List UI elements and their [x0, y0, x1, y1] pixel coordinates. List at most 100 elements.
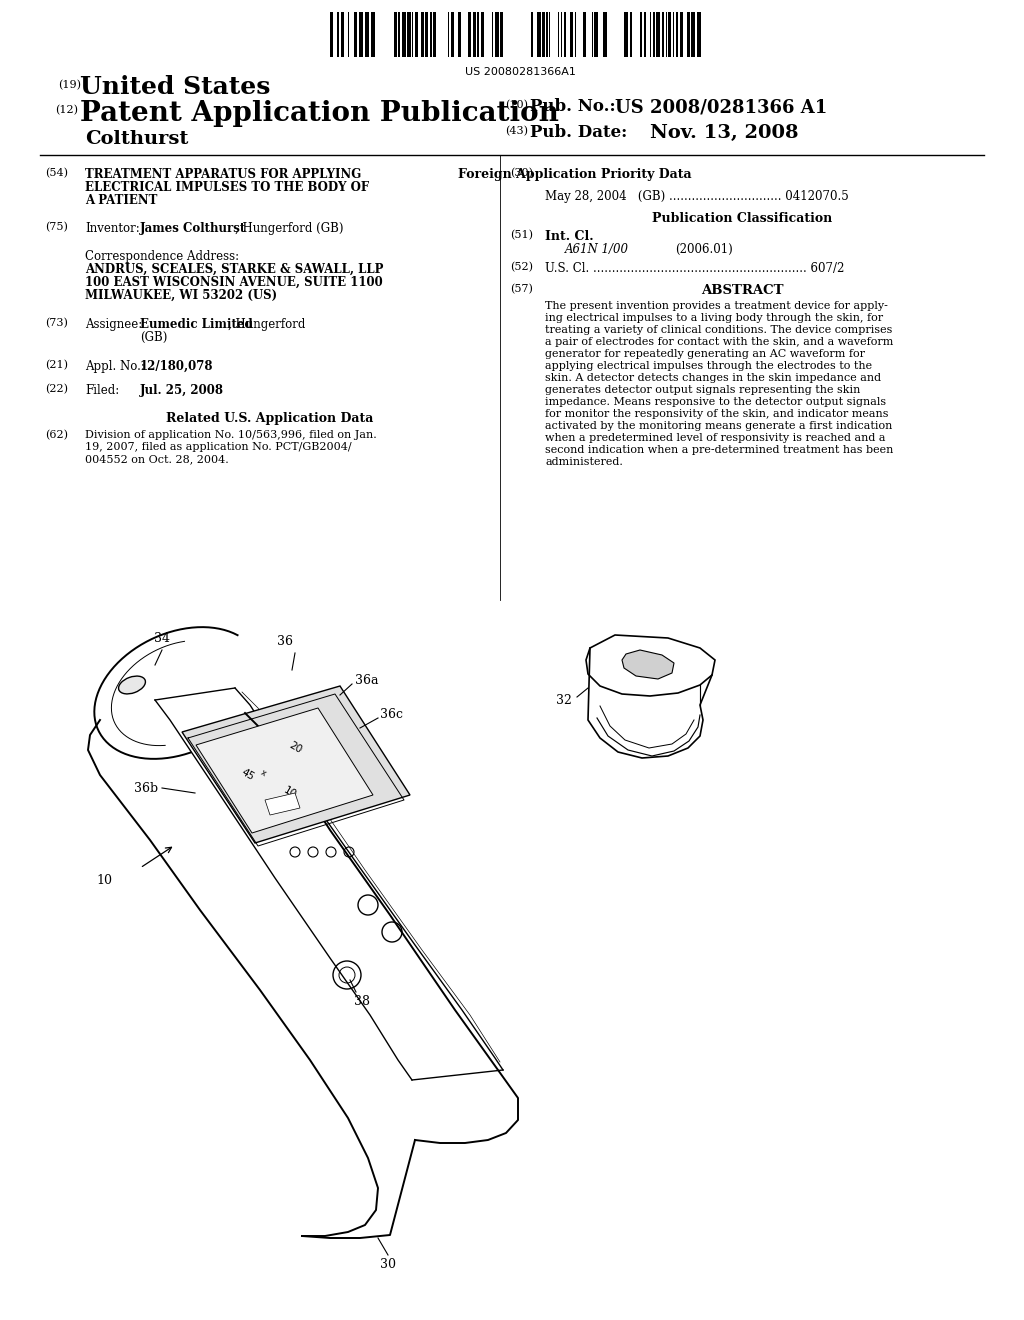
Bar	[537, 12, 541, 57]
Text: ABSTRACT: ABSTRACT	[700, 284, 783, 297]
Text: A PATIENT: A PATIENT	[85, 194, 158, 207]
Text: 004552 on Oct. 28, 2004.: 004552 on Oct. 28, 2004.	[85, 454, 228, 465]
Bar	[656, 12, 660, 57]
Bar	[341, 12, 344, 57]
Text: (19): (19)	[58, 81, 81, 90]
Text: impedance. Means responsive to the detector output signals: impedance. Means responsive to the detec…	[545, 397, 886, 407]
Bar	[603, 12, 607, 57]
Ellipse shape	[119, 676, 145, 694]
Text: A61N 1/00: A61N 1/00	[565, 243, 629, 256]
Text: activated by the monitoring means generate a first indication: activated by the monitoring means genera…	[545, 421, 892, 432]
Text: Filed:: Filed:	[85, 384, 119, 397]
Text: United States: United States	[80, 75, 270, 99]
Text: Assignee:: Assignee:	[85, 318, 142, 331]
Text: for monitor the responsivity of the skin, and indicator means: for monitor the responsivity of the skin…	[545, 409, 889, 418]
Bar	[495, 12, 499, 57]
Polygon shape	[196, 708, 373, 833]
Text: ANDRUS, SCEALES, STARKE & SAWALL, LLP: ANDRUS, SCEALES, STARKE & SAWALL, LLP	[85, 263, 383, 276]
Text: TREATMENT APPARATUS FOR APPLYING: TREATMENT APPARATUS FOR APPLYING	[85, 168, 361, 181]
Text: 45: 45	[240, 767, 256, 783]
Text: (22): (22)	[45, 384, 68, 395]
Bar	[468, 12, 471, 57]
Text: (GB): (GB)	[140, 331, 167, 345]
Text: The present invention provides a treatment device for apply-: The present invention provides a treatme…	[545, 301, 888, 312]
Bar	[354, 12, 357, 57]
Text: Int. Cl.: Int. Cl.	[545, 230, 594, 243]
Text: (62): (62)	[45, 430, 68, 441]
Text: Foreign Application Priority Data: Foreign Application Priority Data	[458, 168, 692, 181]
Bar	[640, 12, 642, 57]
Text: x: x	[259, 768, 267, 779]
Bar	[697, 12, 701, 57]
Text: 19, 2007, filed as application No. PCT/GB2004/: 19, 2007, filed as application No. PCT/G…	[85, 442, 351, 451]
Bar	[542, 12, 545, 57]
Text: Related U.S. Application Data: Related U.S. Application Data	[166, 412, 374, 425]
Text: James Colthurst: James Colthurst	[140, 222, 246, 235]
Text: 12/180,078: 12/180,078	[140, 360, 213, 374]
Bar	[546, 12, 548, 57]
Text: (10): (10)	[505, 100, 528, 111]
Text: , Hungerford (GB): , Hungerford (GB)	[234, 222, 343, 235]
Text: (52): (52)	[510, 261, 534, 272]
Bar	[359, 12, 362, 57]
Text: applying electrical impulses through the electrodes to the: applying electrical impulses through the…	[545, 360, 872, 371]
Text: Publication Classification: Publication Classification	[652, 213, 833, 224]
Text: Pub. Date:: Pub. Date:	[530, 124, 628, 141]
Bar	[458, 12, 461, 57]
Bar	[425, 12, 428, 57]
Text: May 28, 2004   (GB) .............................. 0412070.5: May 28, 2004 (GB) ......................…	[545, 190, 849, 203]
Bar	[330, 12, 333, 57]
Text: administered.: administered.	[545, 457, 623, 467]
Bar	[473, 12, 476, 57]
Text: a pair of electrodes for contact with the skin, and a waveform: a pair of electrodes for contact with th…	[545, 337, 893, 347]
Text: Inventor:: Inventor:	[85, 222, 139, 235]
Bar	[564, 12, 566, 57]
Polygon shape	[265, 793, 300, 814]
Text: 100 EAST WISCONSIN AVENUE, SUITE 1100: 100 EAST WISCONSIN AVENUE, SUITE 1100	[85, 276, 383, 289]
Text: 30: 30	[380, 1258, 396, 1271]
Text: 34: 34	[154, 632, 170, 645]
Bar	[421, 12, 424, 57]
Bar	[415, 12, 418, 57]
Bar	[687, 12, 690, 57]
Text: (2006.01): (2006.01)	[675, 243, 733, 256]
Text: (30): (30)	[510, 168, 534, 178]
Text: Eumedic Limited: Eumedic Limited	[140, 318, 253, 331]
Bar	[691, 12, 695, 57]
Text: 36a: 36a	[355, 673, 379, 686]
Bar	[365, 12, 369, 57]
Text: 36b: 36b	[134, 781, 158, 795]
Bar	[451, 12, 454, 57]
Text: 36: 36	[278, 635, 293, 648]
Polygon shape	[586, 635, 715, 696]
Text: Correspondence Address:: Correspondence Address:	[85, 249, 240, 263]
Text: (75): (75)	[45, 222, 68, 232]
Bar	[676, 12, 678, 57]
Bar	[583, 12, 586, 57]
Text: (43): (43)	[505, 125, 528, 136]
Text: ing electrical impulses to a living body through the skin, for: ing electrical impulses to a living body…	[545, 313, 883, 323]
Bar	[624, 12, 628, 57]
Bar	[594, 12, 598, 57]
Bar	[500, 12, 503, 57]
Text: skin. A detector detects changes in the skin impedance and: skin. A detector detects changes in the …	[545, 374, 881, 383]
Text: when a predetermined level of responsivity is reached and a: when a predetermined level of responsivi…	[545, 433, 886, 444]
Bar	[668, 12, 671, 57]
Text: ELECTRICAL IMPULSES TO THE BODY OF: ELECTRICAL IMPULSES TO THE BODY OF	[85, 181, 369, 194]
Text: 10: 10	[282, 785, 298, 801]
Text: US 20080281366A1: US 20080281366A1	[465, 67, 575, 77]
Bar	[662, 12, 664, 57]
Text: US 2008/0281366 A1: US 2008/0281366 A1	[615, 98, 827, 116]
Text: generator for repeatedly generating an AC waveform for: generator for repeatedly generating an A…	[545, 348, 865, 359]
Text: Pub. No.:: Pub. No.:	[530, 98, 627, 115]
Bar	[398, 12, 400, 57]
Text: 20: 20	[287, 741, 303, 755]
Text: Division of application No. 10/563,996, filed on Jan.: Division of application No. 10/563,996, …	[85, 430, 377, 440]
Text: generates detector output signals representing the skin: generates detector output signals repres…	[545, 385, 860, 395]
Text: (12): (12)	[55, 106, 78, 115]
Text: 38: 38	[354, 995, 370, 1008]
Text: (21): (21)	[45, 360, 68, 371]
Bar	[407, 12, 411, 57]
Bar	[481, 12, 484, 57]
Text: Colthurst: Colthurst	[85, 129, 188, 148]
